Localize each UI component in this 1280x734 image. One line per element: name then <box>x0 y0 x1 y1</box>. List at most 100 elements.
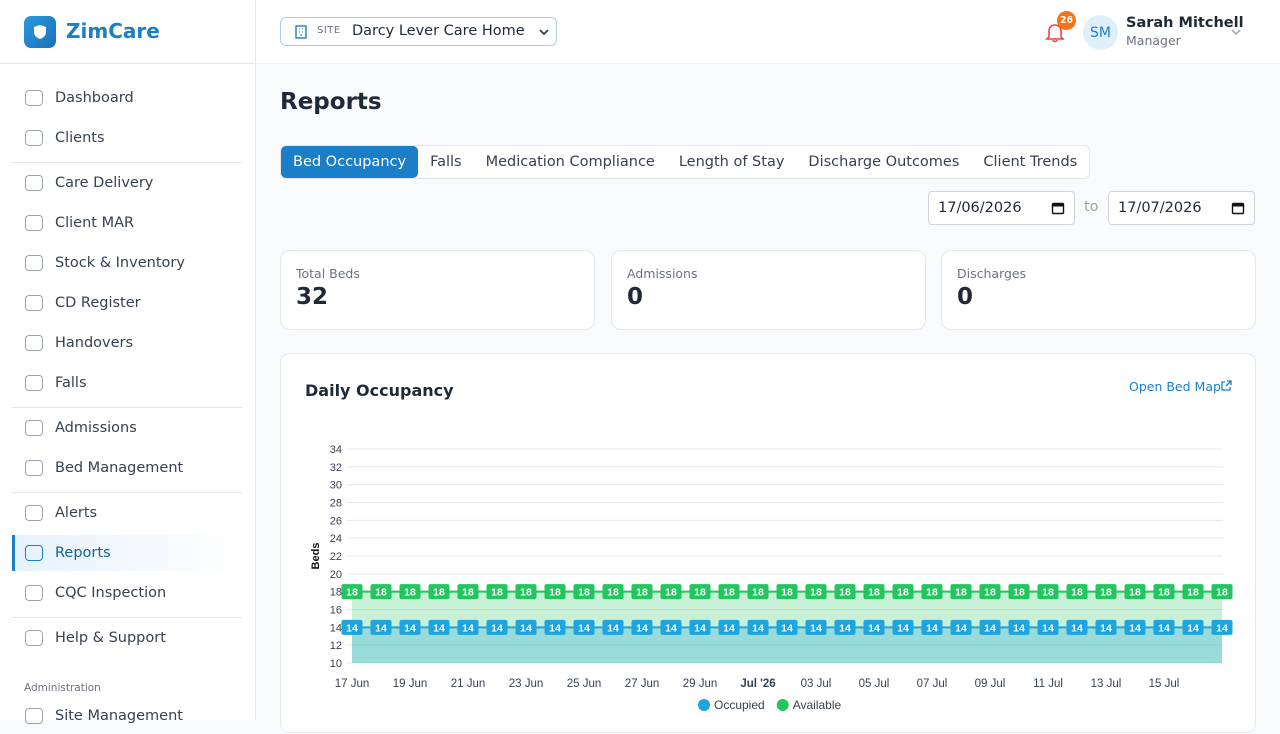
x-tick-label: 29 Jun <box>683 678 718 690</box>
external-icon <box>1221 380 1232 391</box>
nav-label: Dashboard <box>55 90 134 106</box>
point-label-box <box>863 584 885 600</box>
data-label: 18 <box>607 587 619 599</box>
nav-item[interactable]: Client MAR <box>12 205 243 241</box>
data-label: 14 <box>665 622 677 634</box>
separator <box>12 407 243 408</box>
nav-item[interactable]: Dashboard <box>12 80 243 116</box>
point-label-box <box>1153 584 1175 600</box>
data-label: 18 <box>781 587 793 599</box>
nav-item[interactable]: Reports <box>12 535 246 571</box>
page-title: Reports <box>280 89 382 115</box>
point-label-box <box>834 619 856 635</box>
nav-label: Alerts <box>55 505 98 521</box>
nav-item[interactable]: Site Management <box>12 698 243 734</box>
nav-item[interactable]: Admissions <box>12 410 243 446</box>
tab[interactable]: Length of Stay <box>678 154 785 170</box>
nav-label: Client MAR <box>55 215 135 231</box>
data-label: 18 <box>1100 587 1112 599</box>
calendar-icon <box>1231 202 1245 215</box>
date-to[interactable]: 17/07/2026 <box>1108 191 1255 225</box>
data-label: 18 <box>1129 587 1141 599</box>
nav-item[interactable]: Stock & Inventory <box>12 245 243 281</box>
nav-item[interactable]: CD Register <box>12 285 243 321</box>
calendar-icon <box>1051 202 1065 215</box>
x-tick-label: 27 Jun <box>625 678 660 690</box>
point-label-box <box>689 619 711 635</box>
nav-item[interactable]: Falls <box>12 365 243 401</box>
user-name: Sarah Mitchell <box>1126 15 1244 31</box>
nav-icon <box>25 335 43 351</box>
date-from[interactable]: 17/06/2026 <box>928 191 1075 225</box>
data-label: 14 <box>984 622 996 634</box>
stat-card: Total Beds 32 <box>280 250 595 330</box>
data-label: 14 <box>578 622 590 634</box>
data-label: 14 <box>375 622 387 634</box>
x-tick-label: Jul '26 <box>740 678 775 690</box>
point-label-box <box>892 619 914 635</box>
tab[interactable]: Falls <box>430 154 462 170</box>
data-label: 18 <box>346 587 358 599</box>
point-label-box <box>660 619 682 635</box>
point-label-box <box>718 584 740 600</box>
data-label: 18 <box>868 587 880 599</box>
point-label-box <box>1066 584 1088 600</box>
point-label-box <box>370 584 392 600</box>
stat-value: 32 <box>296 284 329 310</box>
nav-label: Stock & Inventory <box>55 255 185 271</box>
x-tick-label: 17 Jun <box>335 678 370 690</box>
tab[interactable]: Medication Compliance <box>485 154 655 170</box>
data-label: 14 <box>636 622 648 634</box>
x-tick-label: 09 Jul <box>975 678 1006 690</box>
nav-icon <box>25 460 43 476</box>
bell-icon[interactable] <box>1044 21 1066 43</box>
nav-item[interactable]: Help & Support <box>12 620 243 656</box>
tab[interactable]: Client Trends <box>983 154 1078 170</box>
avatar[interactable]: SM <box>1083 15 1118 50</box>
card-title: Daily Occupancy <box>305 381 454 400</box>
nav-label: Site Management <box>55 708 183 724</box>
data-label: 14 <box>723 622 735 634</box>
nav-icon <box>25 90 43 106</box>
data-label: 18 <box>839 587 851 599</box>
nav-icon <box>25 585 43 601</box>
point-label-box <box>689 584 711 600</box>
y-axis-label: Beds <box>310 543 322 570</box>
nav-item[interactable]: Alerts <box>12 495 243 531</box>
nav-item[interactable]: Handovers <box>12 325 243 361</box>
stat-value: 0 <box>627 284 644 310</box>
point-label-box <box>486 619 508 635</box>
point-label-box <box>1037 584 1059 600</box>
nav-icon <box>25 630 43 646</box>
data-label: 14 <box>694 622 706 634</box>
data-label: 14 <box>955 622 967 634</box>
data-label: 14 <box>1100 622 1112 634</box>
nav-label: CD Register <box>55 295 141 311</box>
data-label: 18 <box>1071 587 1083 599</box>
tab[interactable]: Discharge Outcomes <box>808 154 960 170</box>
data-label: 14 <box>839 622 851 634</box>
point-label-box <box>834 584 856 600</box>
card-link[interactable]: Open Bed Map <box>1129 379 1221 394</box>
user-chevron[interactable] <box>1230 26 1242 38</box>
notification-badge: 26 <box>1057 11 1076 30</box>
y-tick-label: 16 <box>330 605 342 617</box>
nav-item[interactable]: Bed Management <box>12 450 243 486</box>
data-label: 18 <box>636 587 648 599</box>
legend-swatch <box>698 699 710 711</box>
nav-icon <box>25 375 43 391</box>
logo-icon <box>34 25 46 39</box>
stat-label: Discharges <box>957 266 1027 281</box>
nav-icon <box>25 130 43 146</box>
data-label: 14 <box>1129 622 1141 634</box>
nav-icon <box>25 708 43 724</box>
point-label-box <box>950 619 972 635</box>
nav-item[interactable]: Clients <box>12 120 243 156</box>
nav-item[interactable]: Care Delivery <box>12 165 243 201</box>
tab[interactable]: Bed Occupancy <box>281 146 419 178</box>
y-tick-label: 30 <box>330 480 342 492</box>
site-selector[interactable]: SITE Darcy Lever Care Home <box>280 17 557 46</box>
divider <box>0 63 255 64</box>
nav-item[interactable]: CQC Inspection <box>12 575 243 611</box>
y-tick-label: 22 <box>330 551 342 563</box>
